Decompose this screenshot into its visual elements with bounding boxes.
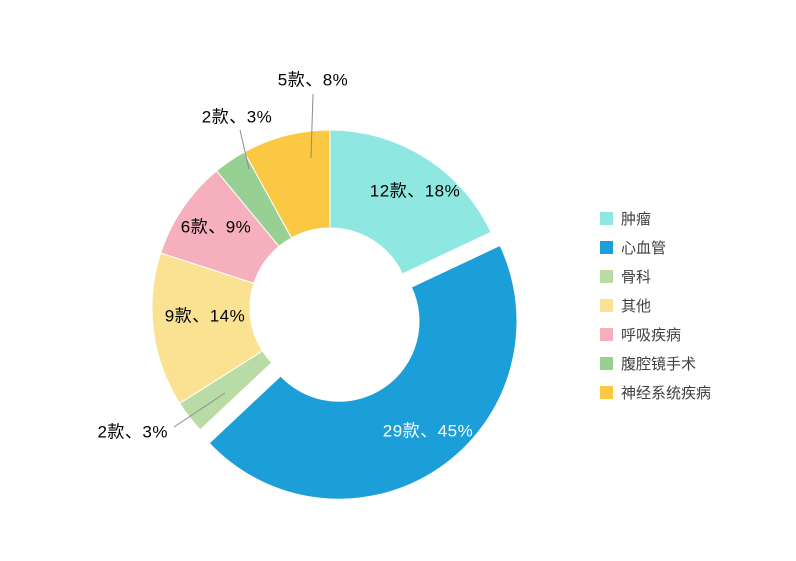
legend-swatch xyxy=(600,357,613,370)
legend-label: 肿瘤 xyxy=(621,211,652,228)
legend-item-6: 神经系统疾病 xyxy=(600,383,711,402)
legend-swatch xyxy=(600,386,613,399)
slice-label-6: 5款、8% xyxy=(278,71,349,90)
legend-swatch xyxy=(600,241,613,254)
slice-label-2: 2款、3% xyxy=(97,423,168,442)
legend-item-0: 肿瘤 xyxy=(600,209,711,228)
slice-label-1: 29款、45% xyxy=(383,422,473,441)
leader-line-6 xyxy=(310,93,314,159)
legend-item-5: 腹腔镜手术 xyxy=(600,354,711,373)
leader-line-5 xyxy=(239,129,250,170)
slice-label-3: 9款、14% xyxy=(165,307,245,326)
legend-swatch xyxy=(600,299,613,312)
slice-label-0: 12款、18% xyxy=(370,182,460,201)
donut-slice-6 xyxy=(243,129,331,239)
leader-line-2 xyxy=(173,392,226,428)
legend-item-4: 呼吸疾病 xyxy=(600,325,711,344)
slice-label-5: 2款、3% xyxy=(202,108,273,127)
legend-label: 其他 xyxy=(621,298,652,315)
legend-swatch xyxy=(600,270,613,283)
legend-swatch xyxy=(600,328,613,341)
donut-slice-3 xyxy=(151,252,264,405)
slice-label-4: 6款、9% xyxy=(181,218,252,237)
legend-label: 骨科 xyxy=(621,269,652,286)
legend-item-2: 骨科 xyxy=(600,267,711,286)
legend-label: 呼吸疾病 xyxy=(621,327,682,344)
legend-item-1: 心血管 xyxy=(600,238,711,257)
legend-label: 腹腔镜手术 xyxy=(621,356,697,373)
donut-slice-0 xyxy=(329,129,492,275)
legend-label: 心血管 xyxy=(621,240,667,257)
chart-legend: 肿瘤心血管骨科其他呼吸疾病腹腔镜手术神经系统疾病 xyxy=(600,209,711,402)
donut-slice-1 xyxy=(208,244,518,500)
legend-item-3: 其他 xyxy=(600,296,711,315)
legend-swatch xyxy=(600,212,613,225)
legend-label: 神经系统疾病 xyxy=(621,385,712,402)
